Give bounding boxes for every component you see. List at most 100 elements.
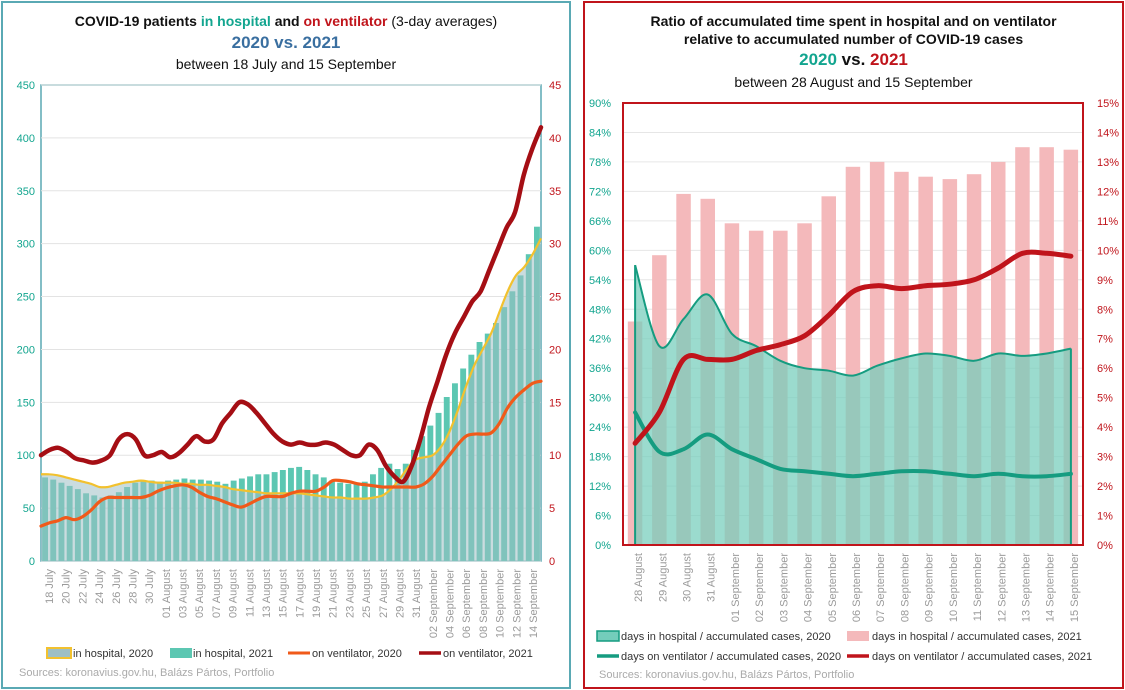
x-tick-label: 22 July <box>77 569 89 604</box>
y-right-tick-label: 35 <box>549 186 561 198</box>
y-left-tick-label: 150 <box>17 397 35 409</box>
x-tick-label: 02 September <box>754 553 766 622</box>
legend-label: days on ventilator / accumulated cases, … <box>621 651 841 663</box>
x-tick-label: 15 September <box>1069 553 1081 622</box>
legend-label: days in hospital / accumulated cases, 20… <box>621 631 831 643</box>
y-right-tick-label: 10% <box>1097 245 1119 257</box>
y-left-tick-label: 36% <box>589 363 611 375</box>
y-right-tick-label: 30 <box>549 239 561 251</box>
x-tick-label: 04 September <box>445 569 457 638</box>
y-left-tick-label: 48% <box>589 304 611 316</box>
left-chart-svg: 0 50 100 150 200 250 300 350 400 450 0 5 10 15 20 25 30 3… <box>17 80 562 679</box>
right-chart-svg: 0% 6% 12% 18% 24% 30% 36% 42% 48% 54% 60% 66% 72% 78%… <box>589 98 1119 681</box>
legend-swatch-hospital-2021 <box>847 631 869 641</box>
x-tick-label: 13 September <box>1020 553 1032 622</box>
x-tick-label: 28 July <box>127 569 139 604</box>
y-left-tick-label: 72% <box>589 186 611 198</box>
year-2020: 2020 <box>799 50 837 69</box>
x-tick-label: 19 August <box>311 569 323 618</box>
x-tick-label: 01 August <box>161 569 173 618</box>
line-ventilator-2020 <box>39 379 543 528</box>
y-right-tick-label: 25 <box>549 292 561 304</box>
x-tick-label: 18 July <box>44 569 56 604</box>
x-tick-label: 05 September <box>827 553 839 622</box>
x-tick-label: 29 August <box>657 553 669 602</box>
vs-text: vs. <box>836 50 871 69</box>
y-left-tick-label: 0% <box>595 540 611 552</box>
y-left-tick-label: 18% <box>589 452 611 464</box>
y-left-tick-label: 90% <box>589 98 611 110</box>
y-right-tick-label: 12% <box>1097 186 1119 198</box>
y-left-tick-label: 200 <box>17 344 35 356</box>
y-right-tick-label: 0 <box>549 556 555 568</box>
y-right-tick-label: 40 <box>549 133 561 145</box>
x-tick-label: 27 August <box>378 569 390 618</box>
right-title-line1: Ratio of accumulated time spent in hospi… <box>650 13 1057 29</box>
x-tick-label: 17 August <box>294 569 306 618</box>
y-left-tick-label: 100 <box>17 450 35 462</box>
x-tick-label: 30 July <box>144 569 156 604</box>
x-tick-label: 07 September <box>875 553 887 622</box>
area-outline-hospital-2020 <box>634 264 1072 377</box>
source-note: Sources: koronavius.gov.hu, Balázs Párto… <box>599 669 854 681</box>
x-tick-label: 31 August <box>706 553 718 602</box>
y-left-tick-label: 6% <box>595 511 611 523</box>
title-text: COVID-19 patients <box>74 13 201 29</box>
y-right-tick-label: 5 <box>549 503 555 515</box>
legend-swatch-hospital-2021 <box>170 648 192 658</box>
x-tick-label: 04 September <box>803 553 815 622</box>
x-tick-label: 21 August <box>328 569 340 618</box>
y-right-tick-label: 4% <box>1097 422 1113 434</box>
y-right-tick-label: 7% <box>1097 334 1113 346</box>
vs-text: vs. <box>269 33 303 52</box>
x-tick-label: 09 August <box>228 569 240 618</box>
x-tick-label: 28 August <box>633 553 645 602</box>
x-tick-label: 02 September <box>428 569 440 638</box>
year-2020: 2020 <box>231 33 270 52</box>
x-tick-label: 09 September <box>924 553 936 622</box>
left-chart-panel: COVID-19 patients in hospital and on ven… <box>1 1 571 689</box>
x-tick-label: 08 September <box>899 553 911 622</box>
x-tick-label: 12 September <box>996 553 1008 622</box>
x-tick-label: 25 August <box>361 569 373 618</box>
y-left-tick-label: 66% <box>589 216 611 228</box>
x-tick-label: 05 August <box>194 569 206 618</box>
y-right-tick-label: 14% <box>1097 127 1119 139</box>
title-text: and <box>270 13 304 29</box>
y-right-tick-label: 11% <box>1097 216 1118 228</box>
y-left-tick-label: 250 <box>17 292 35 304</box>
y-right-tick-label: 3% <box>1097 452 1113 464</box>
x-tick-label: 30 August <box>682 553 694 602</box>
y-left-tick-label: 450 <box>17 80 35 92</box>
right-vs-heading: 2020 vs. 2021 <box>585 50 1122 70</box>
x-tick-label: 03 September <box>778 553 790 622</box>
x-tick-label: 01 September <box>730 553 742 622</box>
x-tick-label: 11 September <box>972 553 984 622</box>
y-right-tick-label: 15% <box>1097 98 1119 110</box>
legend-label: in hospital, 2020 <box>73 648 153 660</box>
y-right-tick-label: 6% <box>1097 363 1113 375</box>
x-tick-label: 03 August <box>178 569 190 618</box>
legend-label: days on ventilator / accumulated cases, … <box>872 651 1092 663</box>
legend-label: on ventilator, 2021 <box>443 648 533 660</box>
y-right-tick-label: 8% <box>1097 304 1113 316</box>
year-2021: 2021 <box>302 33 341 52</box>
x-tick-label: 10 September <box>495 569 507 638</box>
x-tick-label: 11 August <box>244 569 256 617</box>
right-subtitle: between 28 August and 15 September <box>734 74 973 90</box>
y-right-tick-label: 45 <box>549 80 561 92</box>
line-ventilator-2020 <box>633 410 1073 479</box>
y-right-tick-label: 1% <box>1097 511 1113 523</box>
legend-label: in hospital, 2021 <box>193 648 273 660</box>
y-left-tick-label: 24% <box>589 422 611 434</box>
y-right-tick-label: 0% <box>1097 540 1113 552</box>
left-subtitle: between 18 July and 15 September <box>175 56 397 72</box>
y-right-tick-label: 5% <box>1097 393 1113 405</box>
y-left-tick-label: 30% <box>589 393 611 405</box>
title-hospital: in hospital <box>200 13 271 29</box>
y-right-tick-label: 13% <box>1097 157 1119 169</box>
x-tick-label: 26 July <box>111 569 123 604</box>
y-left-tick-label: 84% <box>589 127 611 139</box>
legend-swatch-hospital-2020 <box>46 647 72 659</box>
x-tick-label: 12 September <box>511 569 523 638</box>
